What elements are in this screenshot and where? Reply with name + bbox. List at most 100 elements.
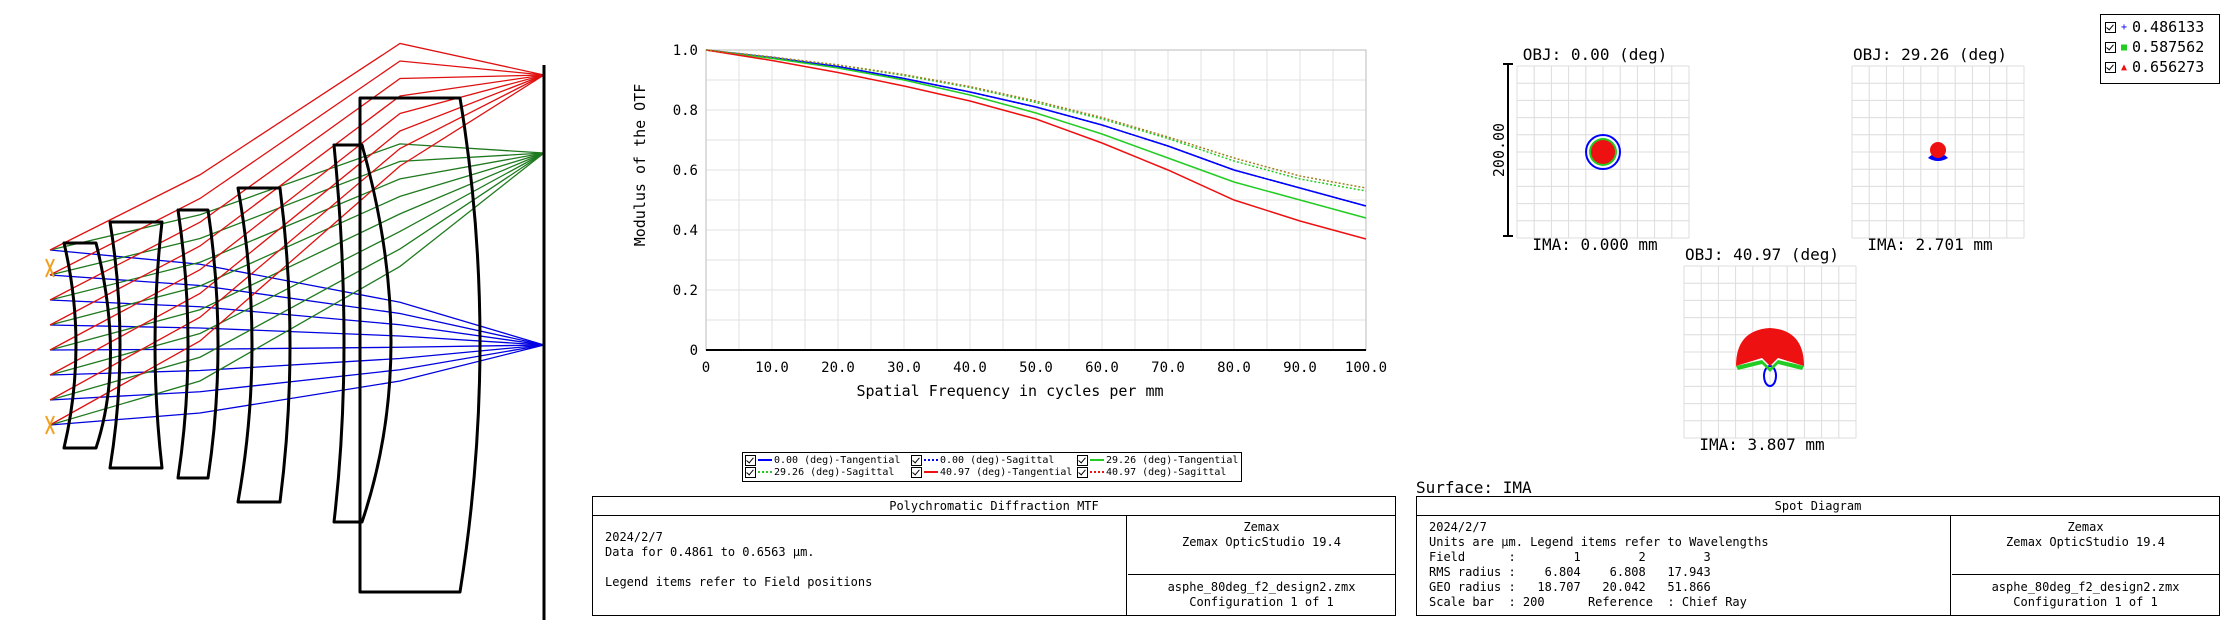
wavelength-value: 0.587562 [2132, 38, 2205, 56]
legend-checkbox[interactable] [1077, 466, 1088, 478]
mtf-company: Zemax [1243, 520, 1280, 534]
lens-elements [62, 96, 482, 594]
wavelength-legend-item: +0.486133 [2105, 17, 2215, 37]
spot-info-panel: Spot Diagram 2024/2/7 Units are µm. Lege… [1416, 496, 2220, 616]
spot-geo-row: GEO radius : 18.707 20.042 51.866 [1429, 580, 1711, 594]
lens-element-6 [358, 96, 482, 594]
legend-checkbox[interactable] [911, 454, 922, 466]
spot-ring-blue [1585, 134, 1621, 170]
spot-red-flare [1736, 328, 1804, 366]
mtf-series-lines [705, 49, 1367, 240]
ray-line [49, 152, 545, 276]
ray-line [49, 74, 545, 401]
wavelength-legend-item: ▲ 0.656273 [2105, 57, 2215, 77]
field-2-obj-label: OBJ: 29.26 (deg) [1853, 45, 2007, 64]
mtf-series-3 [705, 49, 1367, 219]
mtf-legend-item: 29.26 (deg)-Sagittal [745, 466, 911, 478]
wavelength-symbol-icon: + [2120, 21, 2128, 33]
mtf-x-tick-label: 60.0 [1085, 360, 1119, 376]
ray-bundles [49, 42, 545, 426]
mtf-legend-item: 0.00 (deg)-Tangential [745, 454, 911, 466]
mtf-series-5 [705, 49, 1367, 240]
mtf-file: asphe_80deg_f2_design2.zmx [1167, 580, 1356, 594]
legend-label: 0.00 (deg)-Tangential [774, 454, 901, 466]
legend-checkbox[interactable] [2105, 41, 2116, 53]
legend-checkbox[interactable] [745, 466, 756, 478]
mtf-legend-item: 40.97 (deg)-Tangential [911, 466, 1077, 478]
mtf-x-axis-label: Spatial Frequency in cycles per mm [856, 382, 1163, 400]
spot-config: Configuration 1 of 1 [2013, 595, 2158, 609]
legend-checkbox[interactable] [2105, 61, 2116, 73]
spot-file: asphe_80deg_f2_design2.zmx [1991, 580, 2180, 594]
legend-swatch [1090, 471, 1104, 473]
legend-swatch [924, 459, 938, 461]
mtf-legend-item: 0.00 (deg)-Sagittal [911, 454, 1077, 466]
lens-element-5 [332, 143, 393, 524]
spot-product: Zemax OpticStudio 19.4 [2006, 535, 2165, 549]
lens-element-3 [176, 208, 220, 480]
mtf-x-tick-label: 10.0 [755, 360, 789, 376]
mtf-y-tick-label: 0.6 [673, 163, 698, 179]
mtf-data-range: Data for 0.4861 to 0.6563 µm. [605, 545, 815, 559]
legend-swatch [758, 471, 772, 473]
legend-label: 29.26 (deg)-Tangential [1106, 454, 1239, 466]
legend-checkbox[interactable] [745, 454, 756, 466]
ray-line [49, 74, 545, 326]
ray-line [49, 324, 545, 346]
mtf-date: 2024/2/7 [605, 530, 663, 544]
ray-line [49, 74, 545, 301]
ray-line [49, 74, 545, 426]
mtf-gridlines [705, 49, 1367, 351]
ray-line [49, 152, 545, 426]
spot-red [1591, 140, 1615, 164]
scale-bar-label: 200.00 [1490, 123, 1508, 177]
ray-line [49, 344, 545, 376]
ray-line [49, 143, 545, 251]
ray-line [49, 274, 545, 346]
mtf-info-panel: Polychromatic Diffraction MTF 2024/2/7 D… [592, 496, 1396, 616]
mtf-product: Zemax OpticStudio 19.4 [1182, 535, 1341, 549]
spot-field-row: Field : 1 2 3 [1429, 550, 1711, 564]
wavelength-legend-item: ■ 0.587562 [2105, 37, 2215, 57]
field-3-obj-label: OBJ: 40.97 (deg) [1685, 245, 1839, 264]
lens-element-2 [108, 220, 164, 470]
lens-layout-plot [45, 42, 546, 620]
spot-company: Zemax [2067, 520, 2104, 534]
field-3-ima-label: IMA: 3.807 mm [1699, 435, 1824, 454]
mtf-legend-note: Legend items refer to Field positions [605, 575, 873, 589]
legend-swatch [924, 471, 938, 473]
mtf-y-tick-label: 1.0 [673, 43, 698, 59]
mtf-x-tick-label: 30.0 [887, 360, 921, 376]
spot-panel-title: Spot Diagram [1417, 497, 2219, 516]
ray-line [49, 299, 545, 346]
legend-swatch [1090, 459, 1104, 461]
legend-checkbox[interactable] [1077, 454, 1088, 466]
surface-label: Surface: IMA [1416, 478, 1532, 497]
ray-line [49, 74, 545, 376]
mtf-panel-title: Polychromatic Diffraction MTF [593, 497, 1395, 516]
wavelength-symbol-icon: ■ [2120, 41, 2128, 53]
ray-line [49, 344, 545, 426]
mtf-y-tick-label: 0.2 [673, 283, 698, 299]
mtf-y-tick-label: 0.8 [673, 103, 698, 119]
mtf-y-tick-label: 0.4 [673, 223, 698, 239]
mtf-legend-item: 29.26 (deg)-Tangential [1077, 454, 1243, 466]
mtf-y-ticks: 0 0.2 0.4 0.6 0.8 1.0 [673, 43, 698, 359]
mtf-x-tick-label: 70.0 [1151, 360, 1185, 376]
mtf-config: Configuration 1 of 1 [1189, 595, 1334, 609]
ray-line [49, 344, 545, 401]
spot-rms-row: RMS radius : 6.804 6.808 17.943 [1429, 565, 1711, 579]
wavelength-value: 0.656273 [2132, 58, 2205, 76]
mtf-legend: 0.00 (deg)-Tangential 0.00 (deg)-Sagittal… [742, 452, 1242, 482]
wavelength-legend: +0.486133 ■ 0.587562 ▲ 0.656273 [2100, 14, 2220, 84]
ray-line [49, 74, 545, 351]
legend-label: 29.26 (deg)-Sagittal [774, 466, 895, 478]
mtf-x-tick-label: 20.0 [821, 360, 855, 376]
ray-line [49, 152, 545, 376]
wavelength-symbol-icon: ▲ [2120, 61, 2128, 73]
legend-checkbox[interactable] [911, 466, 922, 478]
mtf-y-tick-label: 0 [690, 343, 698, 359]
mtf-x-tick-label: 100.0 [1345, 360, 1387, 376]
legend-checkbox[interactable] [2105, 21, 2116, 33]
mtf-x-tick-label: 40.0 [953, 360, 987, 376]
